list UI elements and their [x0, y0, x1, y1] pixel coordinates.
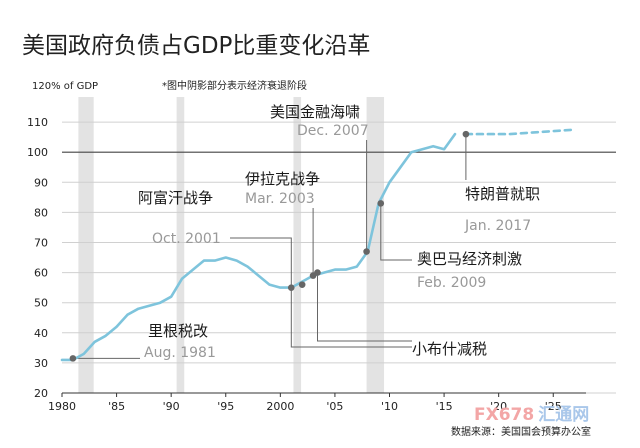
- y-tick-label: 20: [34, 387, 48, 400]
- y-tick-label: 70: [34, 237, 48, 250]
- annotation-leader: [230, 237, 292, 288]
- y-axis: 110 100 90 80 70 60 50 40 30 20: [27, 116, 48, 400]
- x-tick-label: 1980: [48, 400, 76, 413]
- annotation-trump-label: 特朗普就职: [465, 185, 540, 203]
- y-tick-label: 30: [34, 357, 48, 370]
- x-tick-label: '05: [326, 400, 343, 413]
- debt-line: [60, 132, 457, 362]
- projection-line: [464, 128, 577, 136]
- event-marker: [462, 130, 470, 138]
- x-tick-label: '85: [108, 400, 125, 413]
- series: [60, 128, 577, 362]
- y-tick-label: 90: [34, 176, 48, 189]
- annotation-iraq-label: 伊拉克战争: [245, 170, 320, 188]
- recession-bands: [78, 97, 385, 393]
- annotation-leader: [317, 272, 412, 342]
- y-tick-label: 60: [34, 267, 48, 280]
- annotation-bush-tax-label: 小布什减税: [412, 340, 487, 358]
- recession-band: [78, 97, 94, 393]
- recession-band: [293, 97, 302, 393]
- annotation-afghan-label: 阿富汗战争: [138, 189, 213, 207]
- x-tick-label: '95: [217, 400, 234, 413]
- annotation-oct2001-date: Oct. 2001: [152, 231, 221, 247]
- y-tick-label: 80: [34, 206, 48, 219]
- annotation-leader: [380, 203, 412, 261]
- y-tick-label: 40: [34, 327, 48, 340]
- x-tick-label: 2000: [266, 400, 294, 413]
- annotation-leaders: [72, 134, 467, 359]
- annotation-crisis-label: 美国金融海啸: [270, 103, 360, 121]
- chart-title: 美国政府负债占GDP比重变化沿革: [22, 33, 370, 59]
- annotation-obama-date: Feb. 2009: [417, 275, 486, 291]
- annotation-reagan-label: 里根税改: [148, 322, 208, 340]
- markers: [69, 130, 470, 362]
- annotation-crisis-date: Dec. 2007: [297, 123, 369, 139]
- annotation-iraq-date: Mar. 2003: [245, 191, 315, 207]
- recession-band: [176, 97, 185, 393]
- event-marker: [377, 200, 385, 207]
- y-axis-label: 120% of GDP: [32, 81, 98, 92]
- y-tick-label: 110: [27, 116, 48, 129]
- x-tick-label: '15: [436, 400, 453, 413]
- annotation-reagan-date: Aug. 1981: [144, 345, 216, 361]
- recession-note: *图中阴影部分表示经济衰退阶段: [162, 79, 307, 92]
- event-marker: [363, 248, 370, 255]
- event-marker: [69, 355, 77, 362]
- watermark: FX678 汇通网: [474, 405, 589, 425]
- annotation-leader: [290, 287, 412, 348]
- x-tick-label: '10: [381, 400, 398, 413]
- annotation-trump-date: Jan. 2017: [464, 218, 531, 234]
- x-axis: 1980 '85 '90 '95 2000 '05 '10 '15 '20 '25: [48, 392, 586, 413]
- y-tick-label: 100: [27, 146, 48, 159]
- event-marker: [314, 269, 321, 276]
- x-tick-label: '90: [163, 400, 180, 413]
- y-tick-label: 50: [34, 297, 48, 310]
- annotation-obama-label: 奥巴马经济刺激: [417, 250, 522, 268]
- x-tick-label: '20: [490, 400, 507, 413]
- event-marker: [298, 281, 306, 288]
- recession-band: [366, 97, 385, 393]
- x-tick-label: '25: [545, 400, 562, 413]
- source-note: 数据来源：美国国会预算办公室: [451, 425, 591, 438]
- event-marker: [287, 284, 295, 291]
